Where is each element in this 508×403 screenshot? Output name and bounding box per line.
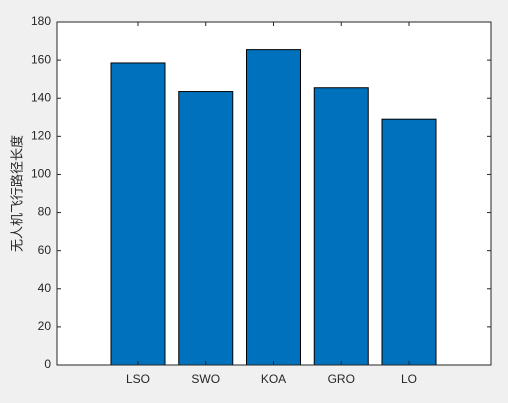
x-tick-label: LSO: [126, 372, 150, 386]
y-tick-label: 160: [31, 52, 51, 66]
axes-box: [56, 21, 492, 366]
y-tick-label: 120: [31, 129, 51, 143]
y-tick-label: 20: [38, 319, 52, 333]
y-tick-label: 60: [38, 243, 52, 257]
y-axis-label: 无人机飞行路径长度: [10, 135, 26, 252]
bar: [178, 91, 234, 366]
x-tick-label: SWO: [191, 372, 220, 386]
y-tick-label: 40: [38, 281, 52, 295]
x-tick-label: GRO: [328, 372, 355, 386]
y-tick-label: 100: [31, 167, 51, 181]
bar: [313, 87, 369, 366]
y-tick-label: 140: [31, 90, 51, 104]
bar: [381, 118, 437, 366]
x-tick-label: KOA: [261, 372, 286, 386]
x-tick-label: LO: [401, 372, 417, 386]
bar: [110, 62, 166, 366]
y-tick-label: 180: [31, 14, 51, 28]
y-tick-label: 0: [44, 357, 51, 371]
y-tick-label: 80: [38, 205, 52, 219]
bar: [246, 49, 301, 366]
